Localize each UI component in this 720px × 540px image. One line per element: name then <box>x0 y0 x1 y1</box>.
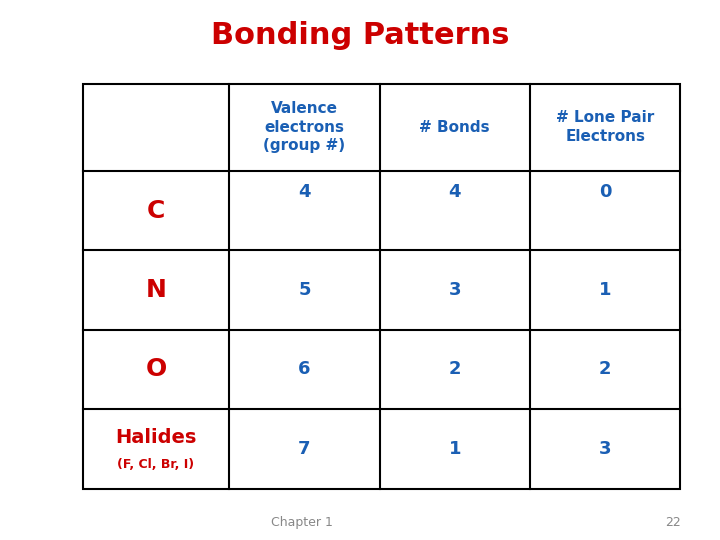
Text: 1: 1 <box>599 281 611 299</box>
Text: # Bonds: # Bonds <box>420 120 490 135</box>
Text: 3: 3 <box>599 440 611 458</box>
Text: 6: 6 <box>298 361 310 379</box>
Text: 5: 5 <box>298 281 310 299</box>
Text: 4: 4 <box>298 183 310 201</box>
Text: 1: 1 <box>449 440 461 458</box>
Text: N: N <box>145 278 166 302</box>
Text: 3: 3 <box>449 281 461 299</box>
Text: 0: 0 <box>599 183 611 201</box>
Text: 2: 2 <box>599 361 611 379</box>
Text: 2: 2 <box>449 361 461 379</box>
Text: # Lone Pair
Electrons: # Lone Pair Electrons <box>556 111 654 144</box>
Text: 7: 7 <box>298 440 310 458</box>
Text: Chapter 1: Chapter 1 <box>271 516 333 529</box>
Text: C: C <box>147 199 165 222</box>
Text: (F, Cl, Br, I): (F, Cl, Br, I) <box>117 457 194 470</box>
Text: Valence
electrons
(group #): Valence electrons (group #) <box>264 101 346 153</box>
Text: 22: 22 <box>665 516 681 529</box>
Text: 4: 4 <box>449 183 461 201</box>
Text: Halides: Halides <box>115 428 197 447</box>
Bar <box>83 84 680 489</box>
Text: Bonding Patterns: Bonding Patterns <box>211 21 509 50</box>
Text: O: O <box>145 357 166 381</box>
